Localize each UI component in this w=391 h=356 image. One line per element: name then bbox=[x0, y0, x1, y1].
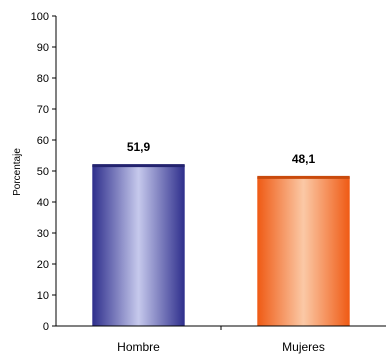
y-tick-label: 40 bbox=[37, 197, 49, 209]
x-category-label: Mujeres bbox=[282, 340, 325, 354]
bar-top-cap bbox=[257, 175, 350, 179]
y-axis: 0 10 20 30 40 50 60 70 80 90 100 bbox=[31, 11, 57, 333]
x-category-label: Hombre bbox=[117, 340, 160, 354]
y-tick-label: 30 bbox=[37, 228, 49, 240]
y-tick-label: 80 bbox=[37, 73, 49, 85]
y-tick-label: 20 bbox=[37, 259, 49, 271]
y-tick-label: 70 bbox=[37, 104, 49, 116]
x-axis: Hombre Mujeres bbox=[56, 325, 386, 354]
data-label: 51,9 bbox=[127, 140, 151, 154]
bar-hombre bbox=[92, 165, 185, 326]
y-tick-label: 10 bbox=[37, 290, 49, 302]
data-label: 48,1 bbox=[292, 152, 316, 166]
y-tick-label: 90 bbox=[37, 42, 49, 54]
y-axis-title: Porcentaje bbox=[12, 148, 23, 196]
bars: 51,9 48,1 bbox=[92, 140, 350, 326]
bar-mujeres bbox=[257, 176, 350, 326]
y-tick-label: 100 bbox=[31, 11, 49, 23]
y-tick-label: 0 bbox=[43, 321, 49, 333]
y-tick-label: 60 bbox=[37, 135, 49, 147]
bar-top-cap bbox=[92, 164, 185, 168]
y-tick-label: 50 bbox=[37, 166, 49, 178]
